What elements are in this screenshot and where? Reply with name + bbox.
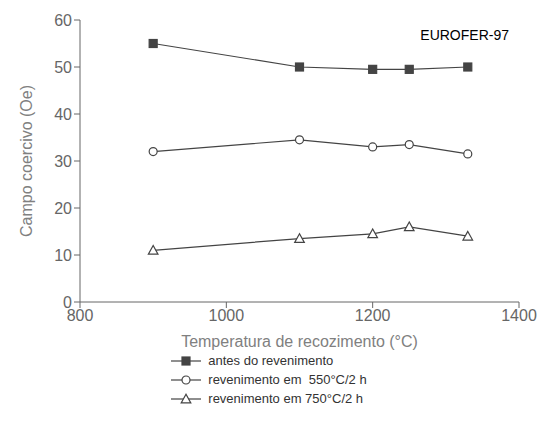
html-text:antes do revenimento: antes do revenimento <box>208 353 334 368</box>
html-text:revenimento em 550°C/2 h: revenimento em 550°C/2 h <box>208 372 367 387</box>
svg-text:60: 60 <box>54 12 72 29</box>
svg-text:50: 50 <box>54 59 72 76</box>
svg-text:Temperatura de recozimento (°C: Temperatura de recozimento (°C) <box>181 333 418 350</box>
svg-text:1400: 1400 <box>501 307 537 324</box>
svg-text:1200: 1200 <box>355 307 391 324</box>
html-text:revenimento em 750°C/2 h: revenimento em 750°C/2 h <box>208 391 364 406</box>
svg-text:40: 40 <box>54 106 72 123</box>
svg-text:Campo coercivo (Oe): Campo coercivo (Oe) <box>18 85 35 237</box>
svg-text:1000: 1000 <box>209 307 245 324</box>
svg-text:10: 10 <box>54 247 72 264</box>
svg-text:EUROFER-97: EUROFER-97 <box>420 27 509 43</box>
svg-text:30: 30 <box>54 153 72 170</box>
svg-text:800: 800 <box>66 307 94 325</box>
svg-text:0: 0 <box>63 294 72 311</box>
svg-text:20: 20 <box>54 200 72 217</box>
